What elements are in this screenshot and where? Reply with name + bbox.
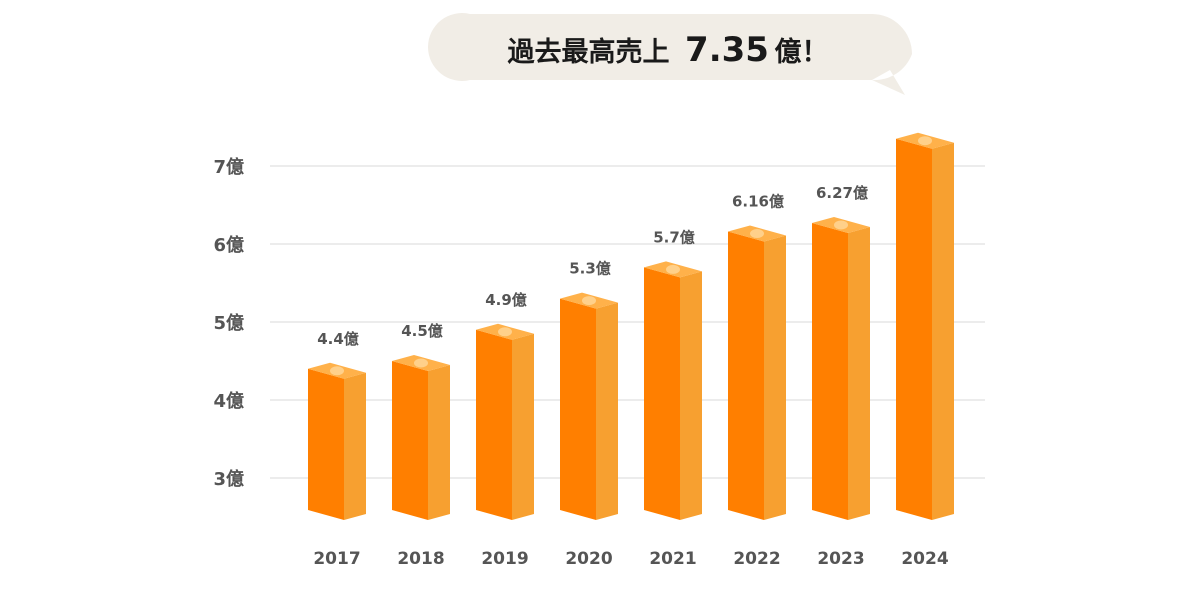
x-axis-tick-labels: 2017 2018 2019 2020 2021 2022 2023 2024 bbox=[313, 549, 948, 569]
bar-top-marker bbox=[918, 136, 932, 146]
bar-side-face bbox=[428, 365, 450, 520]
record-sales-callout: 過去最高売上 7.35 億！ bbox=[428, 13, 912, 95]
bar-side-face bbox=[932, 142, 954, 520]
y-tick-label: 5億 bbox=[213, 312, 244, 334]
bar-front-face bbox=[728, 231, 764, 520]
y-tick-label: 4億 bbox=[213, 390, 244, 412]
y-tick-label: 7億 bbox=[213, 156, 244, 178]
x-tick-label: 2023 bbox=[817, 549, 864, 569]
callout-suffix: 億！ bbox=[775, 37, 829, 68]
gridlines bbox=[270, 165, 985, 479]
callout-text: 過去最高売上 7.35 億！ bbox=[507, 30, 828, 70]
bar bbox=[728, 225, 786, 520]
data-label: 5.7億 bbox=[653, 228, 695, 246]
x-tick-label: 2020 bbox=[565, 549, 612, 569]
bar-side-face bbox=[512, 333, 534, 520]
bars bbox=[308, 132, 954, 520]
bar-top-marker bbox=[414, 358, 428, 368]
bar-front-face bbox=[476, 329, 512, 520]
y-axis-tick-labels: 3億 4億 5億 6億 7億 bbox=[213, 156, 244, 490]
bar-top-marker bbox=[582, 296, 596, 306]
bar-top-marker bbox=[498, 327, 512, 337]
bar-front-face bbox=[644, 267, 680, 520]
x-tick-label: 2018 bbox=[397, 549, 444, 569]
data-label: 4.4億 bbox=[317, 330, 359, 348]
bar-front-face bbox=[896, 138, 932, 520]
data-label: 4.5億 bbox=[401, 322, 443, 340]
bar bbox=[476, 323, 534, 520]
x-tick-label: 2022 bbox=[733, 549, 780, 569]
bar-front-face bbox=[812, 222, 848, 520]
data-label: 5.3億 bbox=[569, 260, 611, 278]
bar-front-face bbox=[308, 368, 344, 520]
y-tick-label: 3億 bbox=[213, 468, 244, 490]
bar-top-marker bbox=[750, 229, 764, 239]
bar-side-face bbox=[764, 235, 786, 520]
y-tick-label: 6億 bbox=[213, 234, 244, 256]
bar-front-face bbox=[560, 298, 596, 520]
x-tick-label: 2019 bbox=[481, 549, 528, 569]
bar-side-face bbox=[680, 271, 702, 520]
bar-top-marker bbox=[666, 264, 680, 274]
x-tick-label: 2017 bbox=[313, 549, 360, 569]
callout-bubble bbox=[428, 13, 912, 95]
bar bbox=[308, 362, 366, 520]
bar bbox=[560, 292, 618, 520]
data-labels: 4.4億 4.5億 4.9億 5.3億 5.7億 6.16億 6.27億 bbox=[317, 184, 868, 348]
bar bbox=[392, 355, 450, 520]
bar-top-marker bbox=[330, 366, 344, 376]
bar bbox=[896, 132, 954, 520]
data-label: 4.9億 bbox=[485, 291, 527, 309]
callout-value: 7.35 bbox=[685, 30, 769, 70]
bar-front-face bbox=[392, 361, 428, 520]
data-label: 6.27億 bbox=[816, 184, 868, 202]
bar-side-face bbox=[596, 302, 618, 520]
x-tick-label: 2021 bbox=[649, 549, 696, 569]
bar bbox=[644, 261, 702, 520]
bar-side-face bbox=[344, 372, 366, 520]
callout-prefix: 過去最高売上 bbox=[507, 36, 669, 68]
bar-side-face bbox=[848, 226, 870, 520]
bar bbox=[812, 216, 870, 520]
bar-top-marker bbox=[834, 220, 848, 230]
x-tick-label: 2024 bbox=[901, 549, 948, 569]
data-label: 6.16億 bbox=[732, 193, 784, 211]
